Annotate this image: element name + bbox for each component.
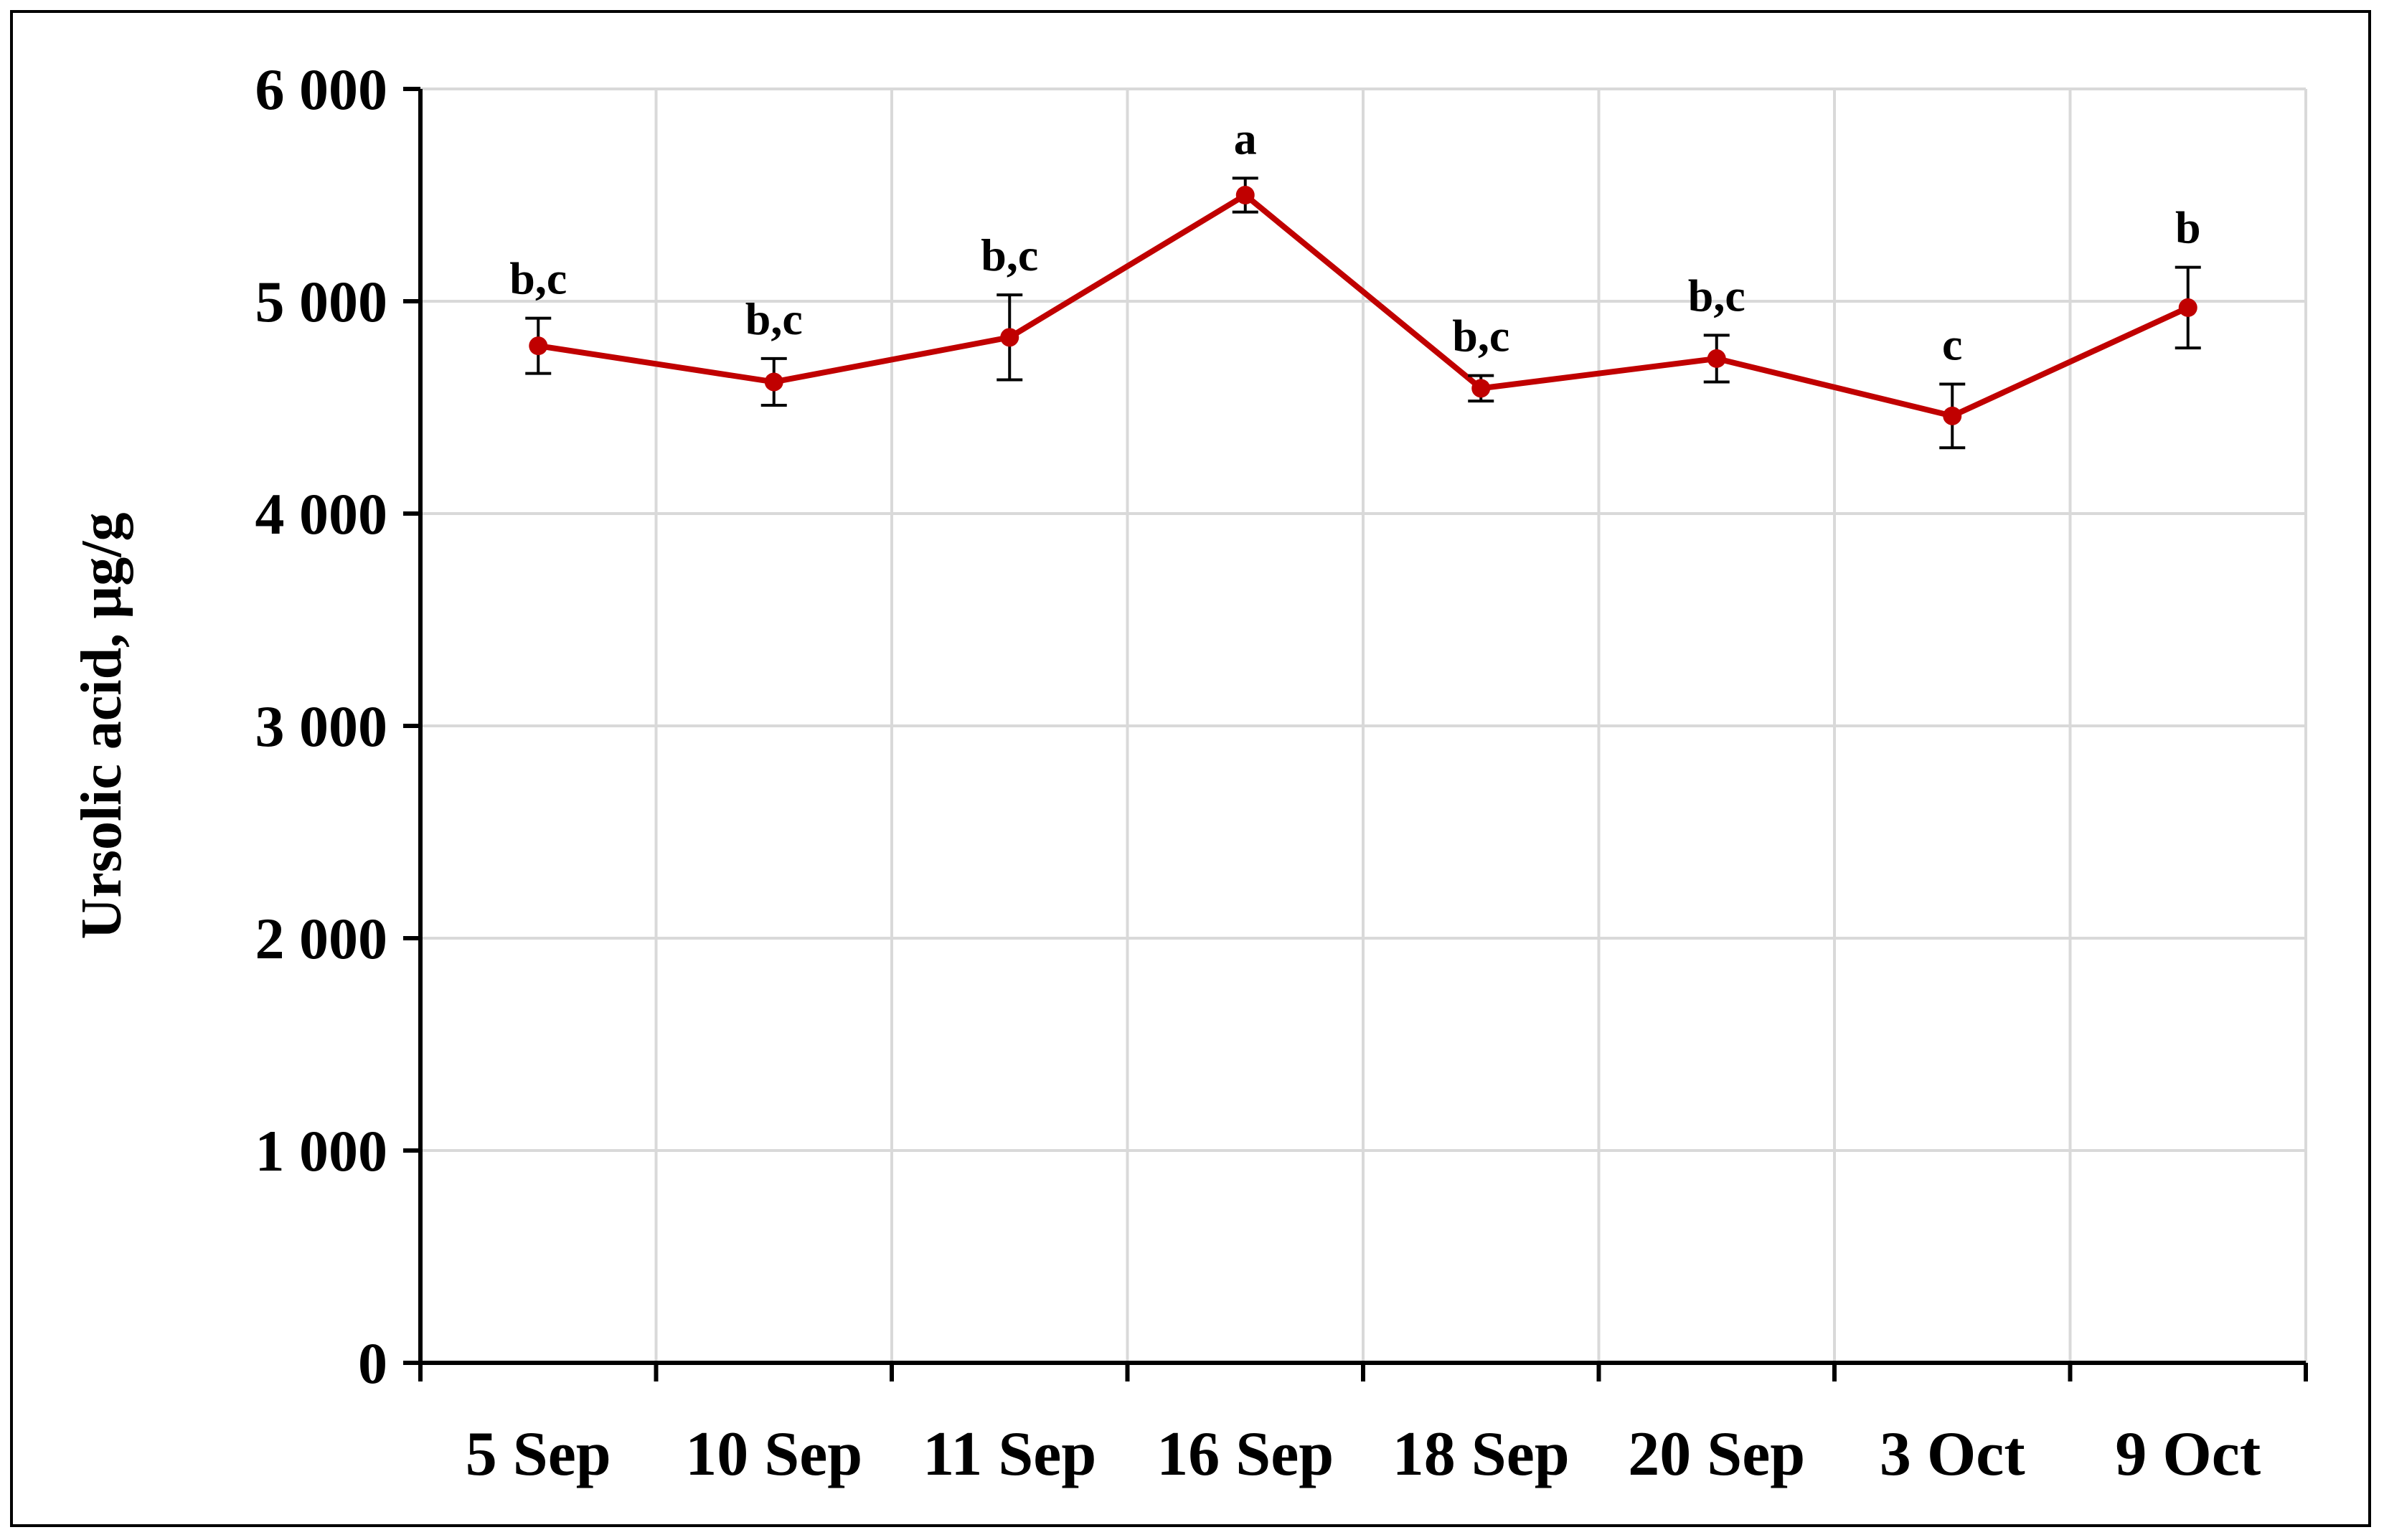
- significance-label: b,c: [509, 253, 567, 304]
- significance-label: a: [1234, 113, 1257, 164]
- data-point: [1943, 407, 1961, 425]
- x-tick-label: 20 Sep: [1628, 1419, 1805, 1489]
- data-point: [1000, 328, 1019, 346]
- x-tick-label: 3 Oct: [1880, 1419, 2025, 1489]
- data-point: [2179, 298, 2197, 317]
- x-tick-label: 9 Oct: [2115, 1419, 2261, 1489]
- data-point: [765, 372, 783, 391]
- data-point: [1236, 186, 1255, 204]
- significance-label: c: [1942, 318, 1962, 369]
- y-tick-label: 4 000: [255, 481, 388, 547]
- y-tick-label: 5 000: [255, 269, 388, 334]
- significance-label: b,c: [1688, 270, 1745, 321]
- y-tick-label: 3 000: [255, 694, 388, 759]
- data-point: [1707, 349, 1726, 368]
- significance-label: b: [2175, 202, 2201, 253]
- y-tick-label: 2 000: [255, 906, 388, 971]
- y-axis-title: Ursolic acid, µg/g: [70, 513, 133, 940]
- gridlines: [420, 89, 2306, 1363]
- data-point: [529, 336, 547, 355]
- series-ursolic-acid: b,c b,c b,c a b,c b,c c b: [509, 113, 2201, 448]
- x-tick-label: 10 Sep: [685, 1419, 862, 1489]
- x-tick-label: 18 Sep: [1393, 1419, 1570, 1489]
- y-tick-labels: 0 1 000 2 000 3 000 4 000 5 000 6 000: [255, 57, 421, 1396]
- x-tick-label: 5 Sep: [466, 1419, 611, 1489]
- significance-label: b,c: [1452, 311, 1509, 362]
- significance-label: b,c: [981, 230, 1038, 280]
- significance-label: b,c: [745, 293, 803, 344]
- y-tick-label: 0: [358, 1331, 387, 1396]
- y-tick-label: 1 000: [255, 1118, 388, 1184]
- y-tick-label: 6 000: [255, 57, 388, 122]
- x-tick-labels: 5 Sep 10 Sep 11 Sep 16 Sep 18 Sep 20 Sep 3 Oct…: [420, 1363, 2306, 1489]
- data-point: [1471, 379, 1490, 397]
- x-tick-label: 11 Sep: [923, 1419, 1096, 1489]
- x-tick-label: 16 Sep: [1156, 1419, 1334, 1489]
